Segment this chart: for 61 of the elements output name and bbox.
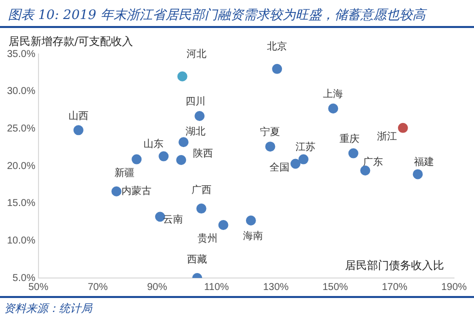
point: [290, 158, 300, 169]
series-label: 全国: [269, 161, 290, 174]
point: [298, 154, 308, 164]
series-label: 海南: [242, 230, 263, 242]
series-label: 宁夏: [260, 126, 280, 138]
y-tick-label: 15.0%: [6, 198, 36, 210]
x-tick-label: 190%: [441, 282, 467, 293]
point: [265, 142, 276, 152]
point: [246, 216, 256, 226]
y-tick-label: 5.0%: [12, 272, 36, 284]
text: 资料来源：统计局: [0, 296, 474, 316]
series-label: 上海: [323, 88, 344, 100]
series-label: 云南: [163, 213, 184, 226]
series-label: 湖北: [186, 126, 206, 138]
x-tick-label: 170%: [382, 282, 408, 293]
point: [158, 151, 169, 162]
series-label: 四川: [186, 96, 206, 108]
y-axis-title: 居民新增存款/可支配收入: [8, 34, 134, 48]
x-tick-label: 130%: [263, 282, 289, 293]
point: [176, 155, 186, 166]
y-tick-label: 25.0%: [6, 123, 36, 134]
point: [360, 165, 370, 176]
series-label: 浙江: [376, 130, 397, 143]
series-label: 江苏: [295, 140, 316, 153]
point: [194, 110, 205, 121]
point: [73, 125, 84, 136]
series-label: 重庆: [339, 132, 360, 145]
point: [218, 220, 228, 230]
point: [328, 104, 338, 114]
x-tick-label: 150%: [322, 282, 348, 293]
series-label: 新疆: [114, 166, 135, 179]
y-tick-label: 30.0%: [6, 86, 36, 98]
series-label: 西藏: [187, 254, 208, 266]
chart-title: 图表 10: 2019 年末浙江省居民部门融资需求较为旺盛，储蓄意愿也较高: [0, 0, 474, 28]
series-label: 福建: [414, 156, 434, 168]
point: [132, 154, 142, 164]
x-axis-title: 居民部门债务收入比: [345, 258, 444, 272]
point: [412, 169, 423, 180]
point: [398, 122, 408, 133]
series-label: 内蒙古: [121, 184, 152, 197]
point: [177, 71, 188, 82]
y-tick-label: 10.0%: [6, 235, 36, 246]
x-tick-label: 110%: [204, 282, 230, 293]
point: [272, 64, 282, 74]
y-tick-label: 20.0%: [6, 160, 36, 172]
y-tick-label: 35.0%: [6, 48, 36, 60]
point: [348, 148, 358, 158]
series-label: 河北: [186, 48, 206, 60]
series-label: 山东: [144, 138, 164, 150]
x-tick-label: 90%: [147, 282, 168, 293]
series-label: 陕西: [193, 148, 214, 160]
x-tick-label: 50%: [28, 282, 48, 293]
point: [178, 137, 189, 148]
series-label: 山西: [68, 110, 88, 122]
point: [111, 186, 122, 196]
series-label: 广东: [363, 156, 384, 168]
series-label: 北京: [267, 40, 288, 53]
series-label: 贵州: [197, 232, 218, 245]
series-label: 广西: [191, 184, 212, 196]
x-tick-label: 70%: [88, 282, 108, 293]
point: [196, 204, 206, 214]
